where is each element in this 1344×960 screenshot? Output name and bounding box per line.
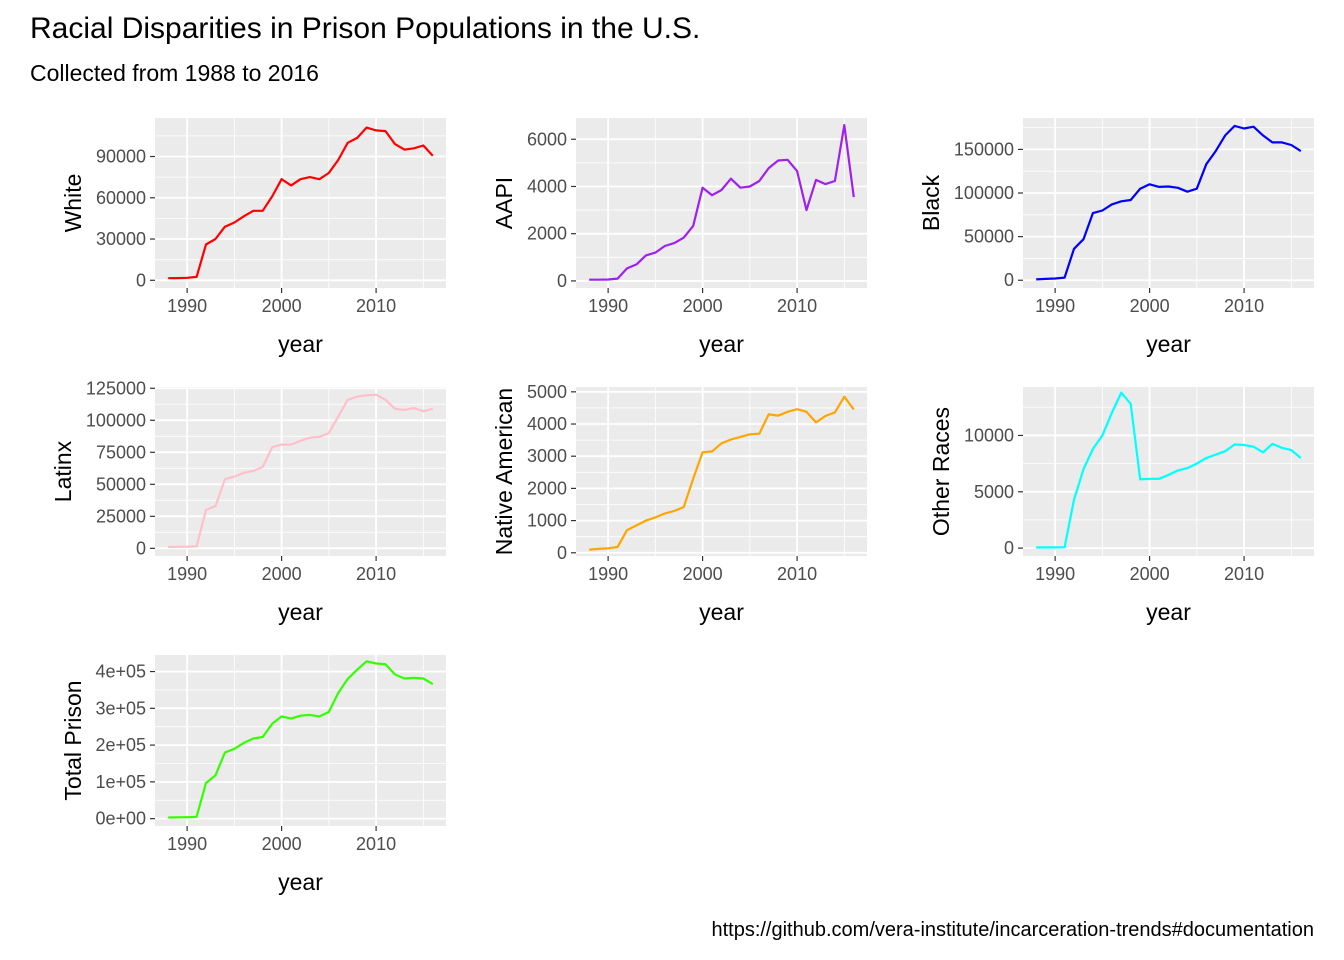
x-tick-label: 2010 — [1224, 296, 1264, 316]
chart-subtitle: Collected from 1988 to 2016 — [30, 60, 319, 86]
y-tick-label: 3e+05 — [95, 698, 146, 718]
panel-aapi: 1990 2000 2010 0 2000 4000 6000 year AAPI — [491, 118, 867, 357]
series-line — [1036, 124, 1302, 281]
panel-total-prison: 1990 2000 2010 0e+00 1e+05 2e+05 3e+05 4e+05 yea… — [60, 655, 446, 895]
x-tick-label: 2010 — [356, 834, 396, 854]
x-tick-label: 1990 — [1035, 296, 1075, 316]
y-tick-label: 50000 — [964, 227, 1014, 247]
x-tick-label: 2000 — [262, 564, 302, 584]
y-tick-label: 0 — [557, 271, 567, 291]
y-tick-label: 5000 — [527, 382, 567, 402]
y-tick-label: 125000 — [86, 378, 146, 398]
panel-background — [155, 387, 446, 556]
panel-background — [155, 655, 446, 826]
y-tick-label: 100000 — [86, 410, 146, 430]
y-axis-title: Latinx — [50, 440, 76, 502]
series-line — [589, 395, 855, 551]
panel-background — [1023, 387, 1314, 556]
y-axis-title: Other Races — [928, 407, 954, 536]
y-tick-label: 0e+00 — [95, 809, 146, 829]
y-tick-label: 25000 — [96, 506, 146, 526]
y-tick-label: 1000 — [527, 511, 567, 531]
y-tick-label: 3000 — [527, 446, 567, 466]
x-axis-title: year — [278, 869, 323, 895]
y-tick-label: 150000 — [954, 139, 1014, 159]
series-line — [1036, 391, 1302, 549]
x-tick-label: 1990 — [588, 296, 628, 316]
y-tick-label: 4000 — [527, 176, 567, 196]
y-axis-title: Black — [918, 174, 944, 231]
chart-title: Racial Disparities in Prison Populations… — [30, 12, 701, 45]
y-tick-label: 100000 — [954, 183, 1014, 203]
panel-background — [576, 387, 867, 556]
series-line — [168, 126, 434, 280]
y-tick-label: 2000 — [527, 478, 567, 498]
series-line — [168, 393, 434, 549]
panel-background — [576, 118, 867, 288]
y-tick-label: 4000 — [527, 414, 567, 434]
x-tick-label: 2000 — [262, 296, 302, 316]
y-axis-title: White — [60, 174, 86, 233]
y-tick-label: 0 — [1004, 270, 1014, 290]
panel-black: 1990 2000 2010 0 50000 100000 150000 year Black — [918, 118, 1314, 357]
x-tick-label: 2000 — [1130, 296, 1170, 316]
y-tick-label: 60000 — [96, 188, 146, 208]
x-tick-label: 2000 — [683, 296, 723, 316]
x-axis-title: year — [278, 331, 323, 357]
y-tick-label: 0 — [1004, 538, 1014, 558]
x-tick-label: 1990 — [167, 296, 207, 316]
x-tick-label: 2010 — [777, 296, 817, 316]
y-axis-title: AAPI — [491, 177, 517, 229]
y-tick-label: 4e+05 — [95, 662, 146, 682]
y-tick-label: 0 — [136, 270, 146, 290]
panel-background — [155, 118, 446, 288]
y-axis-title: Total Prison — [60, 680, 86, 800]
y-tick-label: 5000 — [974, 482, 1014, 502]
panel-white: 1990 2000 2010 0 30000 60000 90000 year White — [60, 118, 446, 357]
panel-latinx: 1990 2000 2010 0 25000 50000 75000 100000 125000… — [50, 378, 446, 625]
y-tick-label: 2e+05 — [95, 735, 146, 755]
x-axis-title: year — [699, 599, 744, 625]
x-tick-label: 2010 — [356, 296, 396, 316]
y-tick-label: 6000 — [527, 129, 567, 149]
x-tick-label: 1990 — [1035, 564, 1075, 584]
y-tick-label: 2000 — [527, 224, 567, 244]
y-tick-label: 0 — [557, 543, 567, 563]
panel-background — [1023, 118, 1314, 288]
x-tick-label: 1990 — [167, 564, 207, 584]
series-line — [589, 123, 855, 281]
x-axis-title: year — [1146, 599, 1191, 625]
x-axis-title: year — [278, 599, 323, 625]
y-tick-label: 1e+05 — [95, 772, 146, 792]
y-tick-label: 50000 — [96, 474, 146, 494]
y-tick-label: 10000 — [964, 425, 1014, 445]
x-axis-title: year — [699, 331, 744, 357]
x-tick-label: 1990 — [588, 564, 628, 584]
chart-caption: https://github.com/vera-institute/incarc… — [711, 919, 1314, 941]
x-tick-label: 2010 — [1224, 564, 1264, 584]
x-tick-label: 1990 — [167, 834, 207, 854]
y-tick-label: 30000 — [96, 229, 146, 249]
x-tick-label: 2000 — [262, 834, 302, 854]
x-tick-label: 2010 — [777, 564, 817, 584]
panel-native-american: 1990 2000 2010 0 1000 2000 3000 4000 5000 year Nat… — [491, 382, 867, 625]
x-tick-label: 2010 — [356, 564, 396, 584]
y-tick-label: 75000 — [96, 442, 146, 462]
x-tick-label: 2000 — [1130, 564, 1170, 584]
x-tick-label: 2000 — [683, 564, 723, 584]
y-tick-label: 0 — [136, 538, 146, 558]
x-axis-title: year — [1146, 331, 1191, 357]
panel-other-races: 1990 2000 2010 0 5000 10000 year Other Races — [928, 387, 1314, 625]
series-line — [168, 660, 434, 819]
y-axis-title: Native American — [491, 388, 517, 555]
y-tick-label: 90000 — [96, 147, 146, 167]
